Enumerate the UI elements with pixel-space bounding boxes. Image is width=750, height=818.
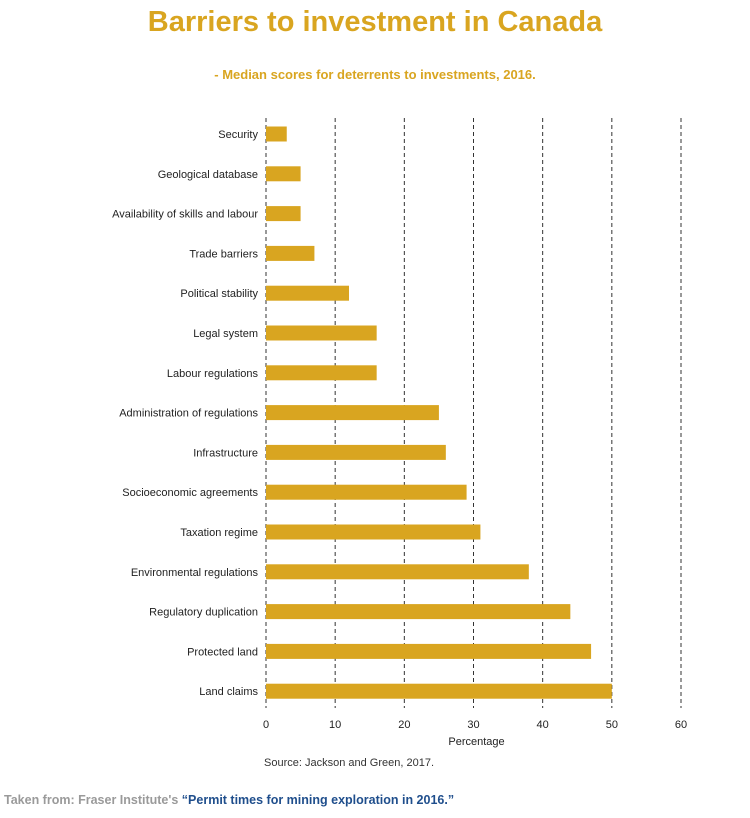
category-label-administration-of-regulations: Administration of regulations [119, 408, 258, 420]
chart-source: Source: Jackson and Green, 2017. [264, 757, 434, 769]
x-tick-label-10: 10 [329, 719, 341, 731]
bar-regulatory-duplication [266, 604, 571, 620]
footer-prefix: Taken from: Fraser Institute's [4, 793, 182, 807]
bar-environmental-regulations [266, 564, 529, 580]
x-tick-label-0: 0 [263, 719, 269, 731]
bar-legal-system [266, 325, 377, 341]
category-label-trade-barriers: Trade barriers [189, 248, 258, 260]
category-label-availability-of-skills-and-labour: Availability of skills and labour [112, 209, 258, 221]
category-label-taxation-regime: Taxation regime [180, 527, 258, 539]
x-tick-label-40: 40 [537, 719, 549, 731]
category-label-socioeconomic-agreements: Socioeconomic agreements [122, 487, 258, 499]
x-tick-label-30: 30 [467, 719, 479, 731]
bar-availability-of-skills-and-labour [266, 206, 301, 222]
bar-labour-regulations [266, 365, 377, 381]
bar-protected-land [266, 643, 592, 659]
bar-political-stability [266, 285, 349, 301]
bar-geological-database [266, 166, 301, 182]
category-label-labour-regulations: Labour regulations [167, 368, 259, 380]
category-label-regulatory-duplication: Regulatory duplication [149, 607, 258, 619]
category-label-environmental-regulations: Environmental regulations [131, 567, 259, 579]
chart-title: Barriers to investment in Canada [147, 6, 603, 38]
category-label-infrastructure: Infrastructure [193, 447, 258, 459]
footer-link[interactable]: “Permit times for mining exploration in … [181, 793, 455, 807]
bar-infrastructure [266, 444, 446, 460]
chart-subtitle: - Median scores for deterrents to invest… [214, 67, 536, 82]
bar-chart: Security Geological database Availability … [112, 118, 687, 748]
bar-land-claims [266, 683, 612, 699]
x-tick-label-20: 20 [398, 719, 410, 731]
footer-attribution: Taken from: Fraser Institute's “Permit t… [4, 793, 454, 807]
bar-socioeconomic-agreements [266, 484, 467, 500]
bar-security [266, 126, 287, 142]
category-label-security: Security [218, 129, 258, 141]
category-label-protected-land: Protected land [187, 646, 258, 658]
x-tick-label-50: 50 [606, 719, 618, 731]
bar-trade-barriers [266, 245, 315, 261]
x-tick-label-60: 60 [675, 719, 687, 731]
category-label-legal-system: Legal system [193, 328, 258, 340]
category-label-political-stability: Political stability [180, 288, 258, 300]
bar-taxation-regime [266, 524, 481, 540]
category-label-geological-database: Geological database [158, 169, 258, 181]
category-label-land-claims: Land claims [199, 686, 258, 698]
bar-administration-of-regulations [266, 405, 439, 421]
x-axis-label: Percentage [448, 736, 504, 748]
